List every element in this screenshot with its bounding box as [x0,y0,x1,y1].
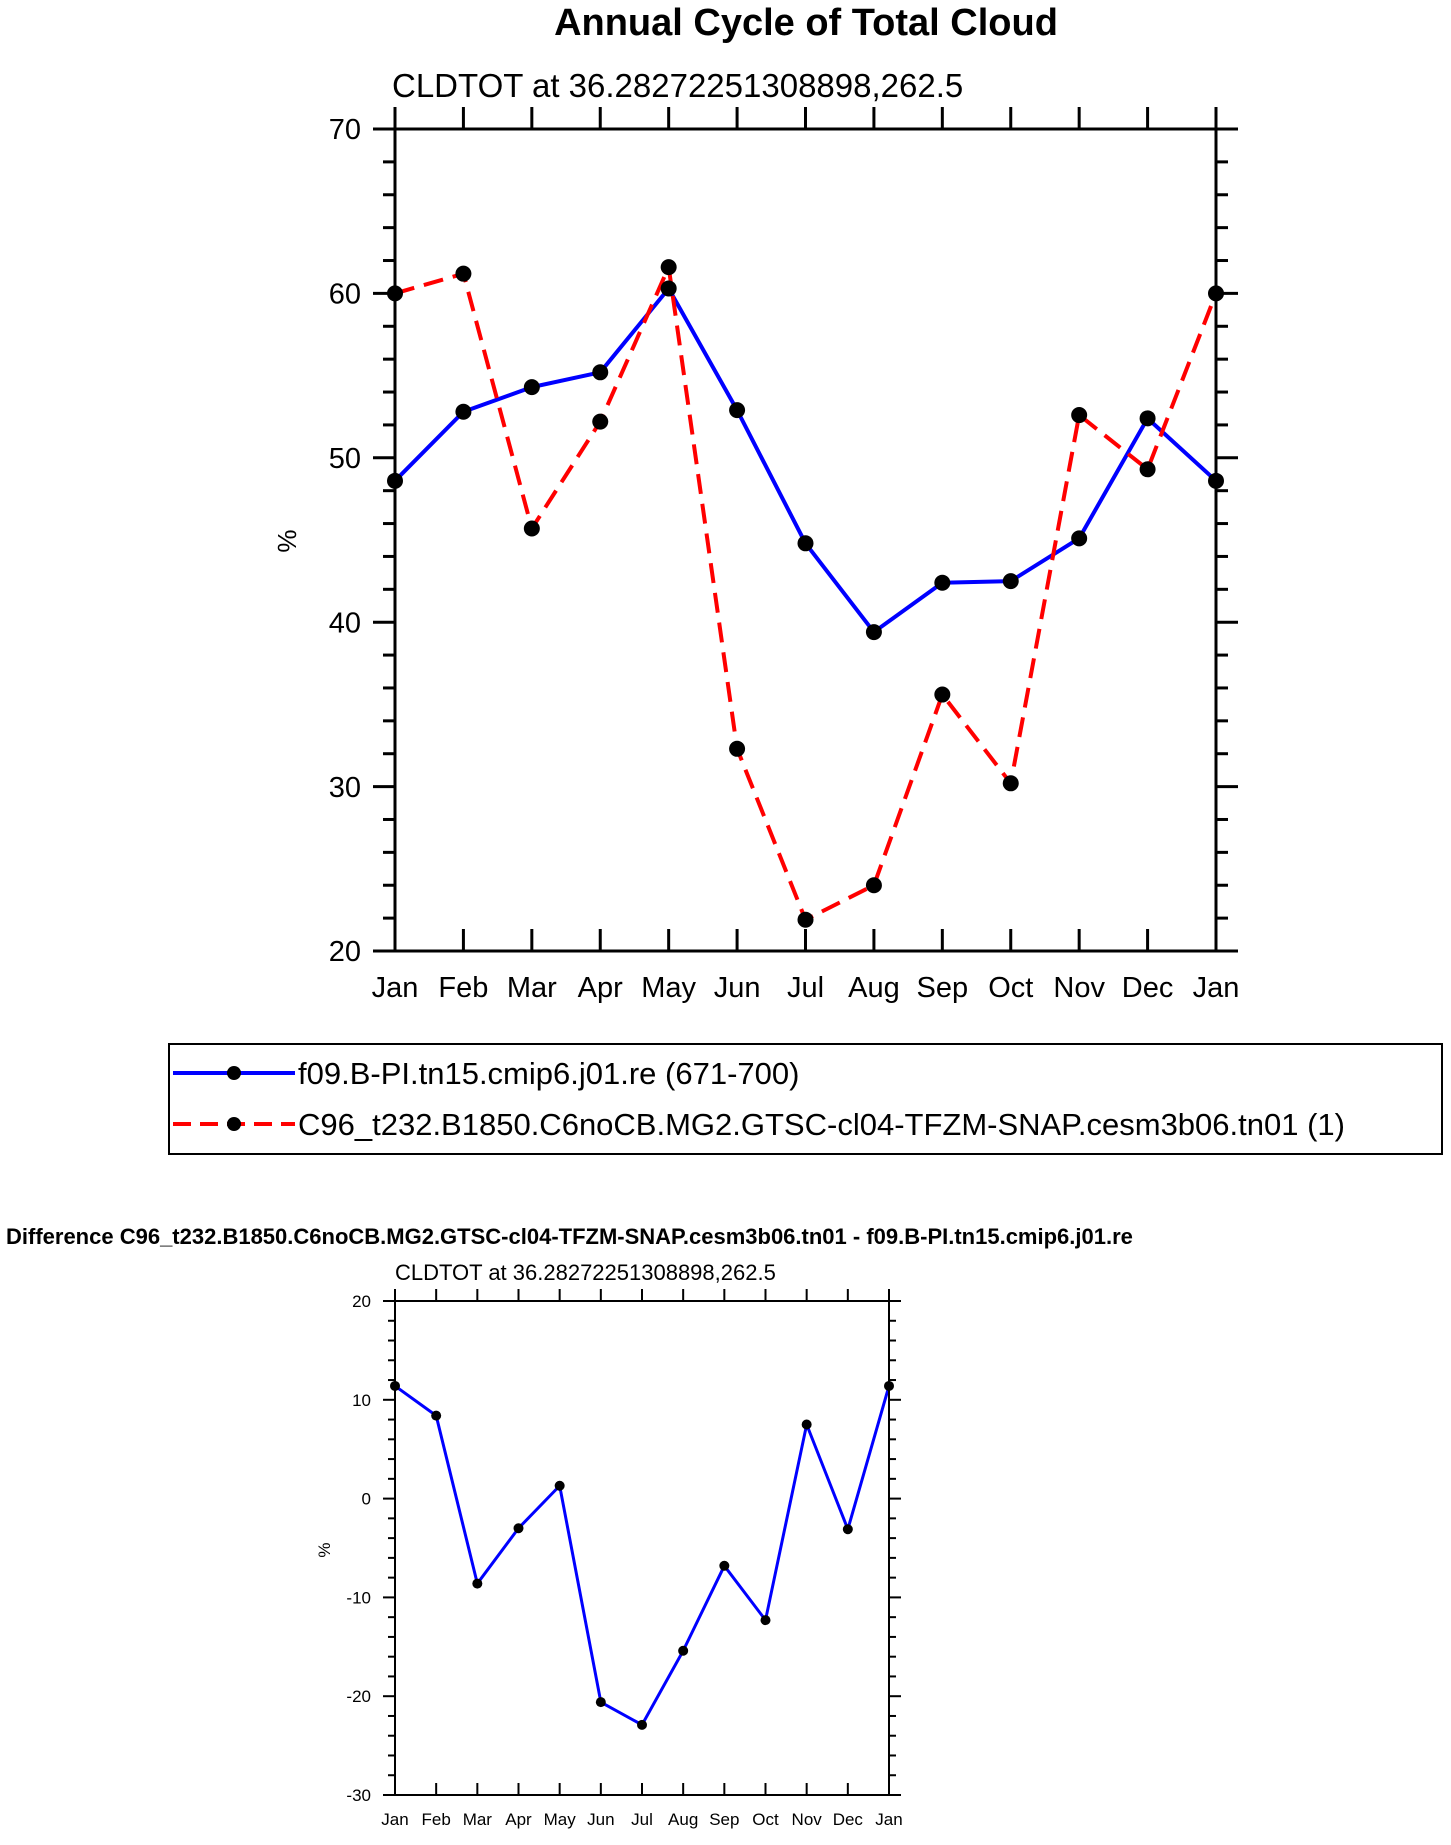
x-tick-label: Nov [1053,972,1105,1004]
data-point [455,265,472,282]
x-tick-label: Mar [463,1810,493,1829]
data-point [513,1523,524,1534]
x-tick-label: Apr [578,972,623,1004]
x-tick-label: Sep [917,972,969,1004]
y-tick-label: 70 [329,114,361,146]
data-point [523,520,540,537]
data-point [1071,407,1088,424]
legend-marker-1 [227,1066,241,1080]
data-point [729,740,746,757]
x-tick-label: Oct [752,1810,779,1829]
top-chart-frame [393,127,1218,953]
data-point [1139,410,1156,427]
y-tick-label: 0 [362,1490,371,1509]
y-tick-label: -20 [346,1687,371,1706]
y-tick-label: 20 [352,1292,371,1311]
y-tick-label: 60 [329,279,361,311]
x-tick-label: Mar [507,972,557,1004]
data-point [472,1578,483,1589]
top-chart: Annual Cycle of Total Cloud CLDTOT at 36… [272,2,1239,1004]
legend-box [168,1043,1443,1155]
bottom-chart-ylabel: % [315,1542,334,1557]
bottom-chart-title: Difference C96_t232.B1850.C6noCB.MG2.GTS… [6,1224,1133,1249]
data-point [934,574,951,591]
data-point [1002,775,1019,792]
data-point [554,1480,565,1491]
top-chart-title: Annual Cycle of Total Cloud [554,2,1058,44]
y-tick-label: 50 [329,443,361,475]
series-line-1 [394,1384,891,1727]
y-tick-label: -10 [346,1588,371,1607]
data-point [660,259,677,276]
data-point [592,364,609,381]
data-point [678,1645,689,1656]
x-tick-label: Jan [372,972,419,1004]
data-point [801,1419,812,1430]
y-tick-label: 40 [329,607,361,639]
x-tick-label: Jul [631,1810,653,1829]
data-point [455,403,472,420]
x-tick-label: Dec [833,1810,864,1829]
data-point [865,877,882,894]
top-chart-subtitle: CLDTOT at 36.28272251308898,262.5 [392,67,963,104]
data-point [1139,461,1156,478]
data-point [1071,530,1088,547]
data-point [842,1524,853,1535]
bottom-chart-subtitle: CLDTOT at 36.28272251308898,262.5 [395,1260,776,1285]
x-tick-label: Jun [587,1810,614,1829]
data-point [431,1410,442,1421]
x-tick-label: Jan [381,1810,408,1829]
y-tick-label: 20 [329,936,361,968]
x-tick-label: May [544,1810,577,1829]
x-tick-label: Feb [438,972,488,1004]
data-point [592,413,609,430]
data-point [637,1719,647,1730]
bottom-chart: Difference C96_t232.B1850.C6noCB.MG2.GTS… [6,1224,1133,1829]
x-tick-label: Nov [792,1810,823,1829]
data-point [797,535,814,552]
x-tick-label: Jul [787,972,824,1004]
x-tick-label: Sep [709,1810,739,1829]
x-tick-label: Jan [875,1810,902,1829]
x-tick-label: Aug [848,972,900,1004]
data-point [719,1560,730,1571]
y-tick-label: 30 [329,772,361,804]
data-point [660,280,677,297]
data-point [797,911,814,928]
legend: f09.B-PI.tn15.cmip6.j01.re (671-700) C96… [168,1043,1443,1155]
data-point [1002,573,1019,590]
x-tick-label: Dec [1122,972,1174,1004]
x-tick-label: Feb [422,1810,451,1829]
x-tick-label: Apr [505,1810,532,1829]
data-point [729,402,746,419]
data-point [523,379,540,396]
series-line-1 [393,286,1218,635]
x-tick-label: May [641,972,696,1004]
data-point [934,686,951,703]
top-chart-ylabel: % [272,529,302,552]
bottom-chart-frame [394,1300,890,1796]
x-tick-label: Oct [988,972,1033,1004]
data-point [865,624,882,641]
y-tick-label: 10 [352,1391,371,1410]
y-tick-label: -30 [346,1786,371,1805]
x-tick-label: Jan [1193,972,1240,1004]
data-point [595,1697,606,1708]
x-tick-label: Jun [714,972,761,1004]
data-point [760,1615,771,1626]
legend-marker-2 [227,1117,241,1131]
legend-label-1: f09.B-PI.tn15.cmip6.j01.re (671-700) [298,1056,799,1091]
x-tick-label: Aug [668,1810,698,1829]
series-line-2 [394,265,1218,922]
legend-label-2: C96_t232.B1850.C6noCB.MG2.GTSC-cl04-TFZM… [298,1107,1345,1142]
